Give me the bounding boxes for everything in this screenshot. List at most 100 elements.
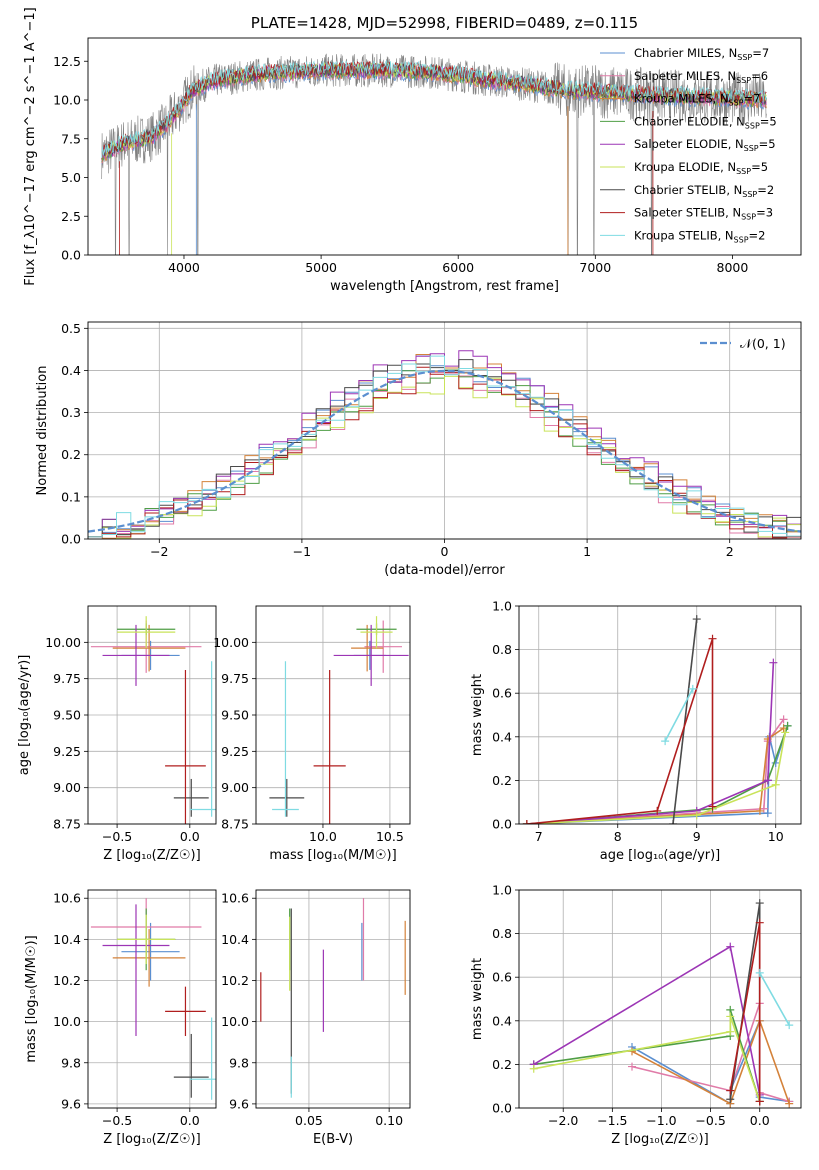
y-axis-label: mass [log₁₀(M/M☉)] — [24, 935, 39, 1062]
x-tick-label: 6000 — [442, 260, 474, 275]
axes-frame — [87, 37, 802, 256]
errorbar-salpeter-elodie — [102, 624, 170, 686]
model-spectrum-kroupa-stelib — [101, 59, 767, 159]
y-tick-label: 0.8 — [492, 926, 512, 941]
series-line — [526, 662, 775, 824]
y-tick-label: 10.4 — [53, 932, 81, 947]
x-tick-label: 7000 — [579, 260, 611, 275]
legend-entry-salpeter-miles: Salpeter MILES, NSSP=6 — [634, 69, 768, 85]
series-kroupa-elodie — [522, 728, 790, 824]
y-tick-label: 0.2 — [492, 773, 512, 788]
x-tick-label: −0.5 — [695, 1113, 725, 1128]
errorbar-chabrier-stelib — [269, 778, 305, 817]
y-tick-label: 9.50 — [221, 708, 249, 723]
y-tick-label: 0.2 — [492, 1057, 512, 1072]
series-marker — [783, 721, 792, 730]
y-tick-label: 0.2 — [61, 447, 81, 462]
y-tick-label: 10.6 — [53, 891, 81, 906]
series-salpeter-stelib — [522, 634, 717, 824]
x-axis-label: Z [log₁₀(Z/Z☉)] — [103, 1132, 200, 1147]
series-marker — [529, 1064, 538, 1073]
x-axis-label: Z [log₁₀(Z/Z☉)] — [103, 848, 200, 863]
y-tick-label: 9.6 — [229, 1096, 249, 1111]
legend-entry-kroupa-elodie: Kroupa ELODIE, NSSP=5 — [634, 160, 768, 176]
series-marker — [755, 899, 764, 908]
series-marker — [692, 811, 701, 820]
series-line — [526, 718, 785, 824]
x-axis-label: E(B-V) — [313, 1132, 353, 1147]
x-axis-label: wavelength [Angstrom, rest frame] — [330, 279, 559, 294]
x-axis-label: age [log₁₀(age/yr)] — [600, 848, 721, 863]
series-marker — [781, 728, 790, 737]
y-tick-label: 9.75 — [53, 671, 81, 686]
y-tick-label: 0.0 — [61, 532, 81, 547]
plot-area-spectrum — [101, 53, 767, 255]
errorbar-kroupa-miles — [112, 929, 186, 987]
series-marker — [763, 776, 772, 785]
legend-entry-normal: 𝒩(0, 1) — [740, 336, 786, 351]
plot-area-massweight_vs_age — [522, 615, 792, 824]
x-tick-label: 5000 — [305, 260, 337, 275]
x-tick-label: 0.10 — [375, 1113, 403, 1128]
x-tick-label: −1 — [293, 544, 311, 559]
series-line — [672, 619, 698, 824]
panel-mass_vs_Z: −0.5 0.0 9.6 9.8 10.0 10.2 10.4 10.6 Z [log₁₀(Z/… — [24, 889, 217, 1147]
legend-entry-salpeter-elodie: Salpeter ELODIE, NSSP=5 — [634, 137, 776, 153]
series-marker — [726, 1027, 735, 1036]
series-line — [533, 1016, 761, 1102]
y-tick-label: 5.0 — [61, 170, 81, 185]
errorbar-kroupa-stelib — [272, 661, 299, 817]
panel-residuals: −2 −1 0 1 2 0.0 0.1 0.2 0.3 0.4 0.5 (data-model)/er… — [35, 321, 802, 578]
y-tick-label: 9.8 — [229, 1055, 249, 1070]
y-tick-label: 10.0 — [221, 1014, 249, 1029]
errorbar-kroupa-stelib — [189, 661, 216, 817]
x-tick-label: 10.5 — [376, 829, 404, 844]
y-tick-label: 9.6 — [61, 1096, 81, 1111]
plot-area-residuals — [88, 350, 801, 539]
y-axis-label: mass weight — [470, 958, 485, 1040]
y-tick-label: 9.75 — [221, 671, 249, 686]
x-tick-label: −0.5 — [102, 1113, 132, 1128]
x-tick-label: 4000 — [168, 260, 200, 275]
y-tick-label: 0.1 — [61, 489, 81, 504]
series-marker — [755, 1097, 764, 1106]
errorbar-salpeter-stelib — [165, 669, 206, 824]
histogram-kroupa-stelib — [88, 355, 801, 538]
y-tick-label: 10.00 — [213, 635, 249, 650]
x-tick-label: 0.0 — [750, 1113, 770, 1128]
y-axis-label: Flux [f_λ10^−17 erg cm^−2 s^−1 A^−1] — [23, 7, 38, 285]
y-axis-label: mass weight — [470, 674, 485, 756]
series-kroupa-stelib — [755, 968, 794, 1030]
plot-area-age_vs_mass — [269, 616, 409, 824]
errorbar-salpeter-elodie — [102, 904, 170, 1037]
series-marker — [653, 806, 662, 815]
x-tick-label: 8000 — [717, 260, 749, 275]
axes-frame — [518, 889, 802, 1109]
x-tick-label: 1 — [583, 544, 591, 559]
chart-title: PLATE=1428, MJD=52998, FIBERID=0489, z=0… — [251, 14, 638, 32]
y-tick-label: 0.4 — [492, 729, 512, 744]
y-tick-label: 7.5 — [61, 131, 81, 146]
y-tick-label: 0.0 — [61, 248, 81, 263]
series-marker — [785, 1099, 794, 1108]
y-tick-label: 0.6 — [492, 970, 512, 985]
panel-massweight_vs_Z: −2.0 −1.5 −1.0 −0.5 0.0 0.0 0.2 0.4 0.6 0.8 1.0 Z [… — [470, 883, 802, 1147]
y-tick-label: 10.0 — [53, 1014, 81, 1029]
series-line — [664, 688, 694, 742]
errorbar-chabrier-miles — [121, 922, 180, 981]
series-line — [526, 732, 786, 824]
y-tick-label: 0.6 — [492, 686, 512, 701]
errorbar-kroupa-elodie — [360, 616, 393, 649]
y-tick-label: 1.0 — [492, 599, 512, 614]
series-line — [526, 638, 714, 824]
series-marker — [692, 615, 701, 624]
legend-entry-kroupa-stelib: Kroupa STELIB, NSSP=2 — [634, 228, 765, 244]
plot-area-massweight_vs_Z — [529, 899, 794, 1108]
y-tick-label: 9.00 — [221, 780, 249, 795]
y-tick-label: 12.5 — [53, 54, 81, 69]
series-marker — [769, 658, 778, 667]
y-tick-label: 0.5 — [61, 321, 81, 336]
x-axis-label: mass [log₁₀(M/M☉)] — [269, 848, 396, 863]
y-tick-label: 9.00 — [53, 780, 81, 795]
y-tick-label: 10.6 — [221, 891, 249, 906]
